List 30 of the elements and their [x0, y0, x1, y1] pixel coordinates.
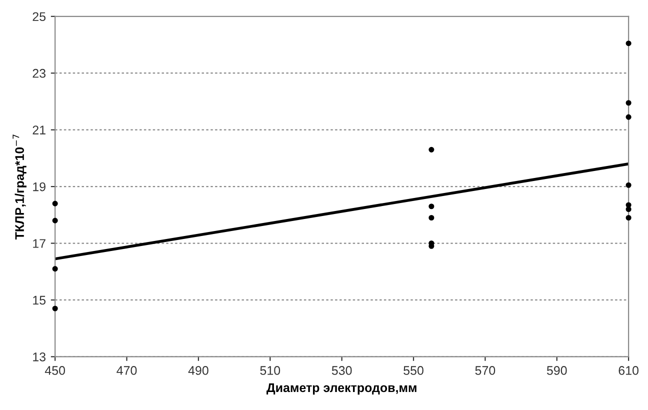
x-tick-label: 590 — [546, 366, 567, 375]
x-tick-label: 470 — [116, 366, 137, 375]
point — [626, 182, 632, 188]
point — [626, 40, 632, 46]
point — [626, 100, 632, 106]
x-tick-label: 530 — [332, 366, 352, 375]
x-tick-label: 550 — [404, 366, 424, 375]
x-tick-label: 490 — [188, 366, 208, 375]
x-tick-label: 450 — [44, 366, 66, 375]
point — [52, 200, 58, 206]
point — [52, 266, 58, 272]
point — [428, 204, 434, 210]
y-tick-label: 17 — [33, 239, 46, 248]
y-tick-label: 15 — [33, 296, 46, 305]
y-tick-label: 13 — [33, 352, 46, 362]
point — [52, 218, 58, 224]
y-axis-title: ТКЛР,1/град*10$^{−7}$ — [12, 134, 26, 240]
point — [626, 114, 632, 120]
x-tick-label: 510 — [260, 366, 280, 375]
x-tick-label: 570 — [475, 366, 496, 375]
y-tick-label: 19 — [33, 182, 46, 192]
point — [626, 214, 632, 221]
x-axis-title: Диаметр электродов,мм — [266, 383, 416, 395]
point — [52, 306, 58, 312]
y-tick-label: 25 — [32, 12, 46, 22]
point — [428, 214, 434, 221]
y-tick-label: 21 — [32, 126, 46, 134]
y-tick-label: 23 — [32, 68, 46, 78]
x-tick-label: 610 — [618, 366, 638, 375]
point — [428, 146, 434, 152]
